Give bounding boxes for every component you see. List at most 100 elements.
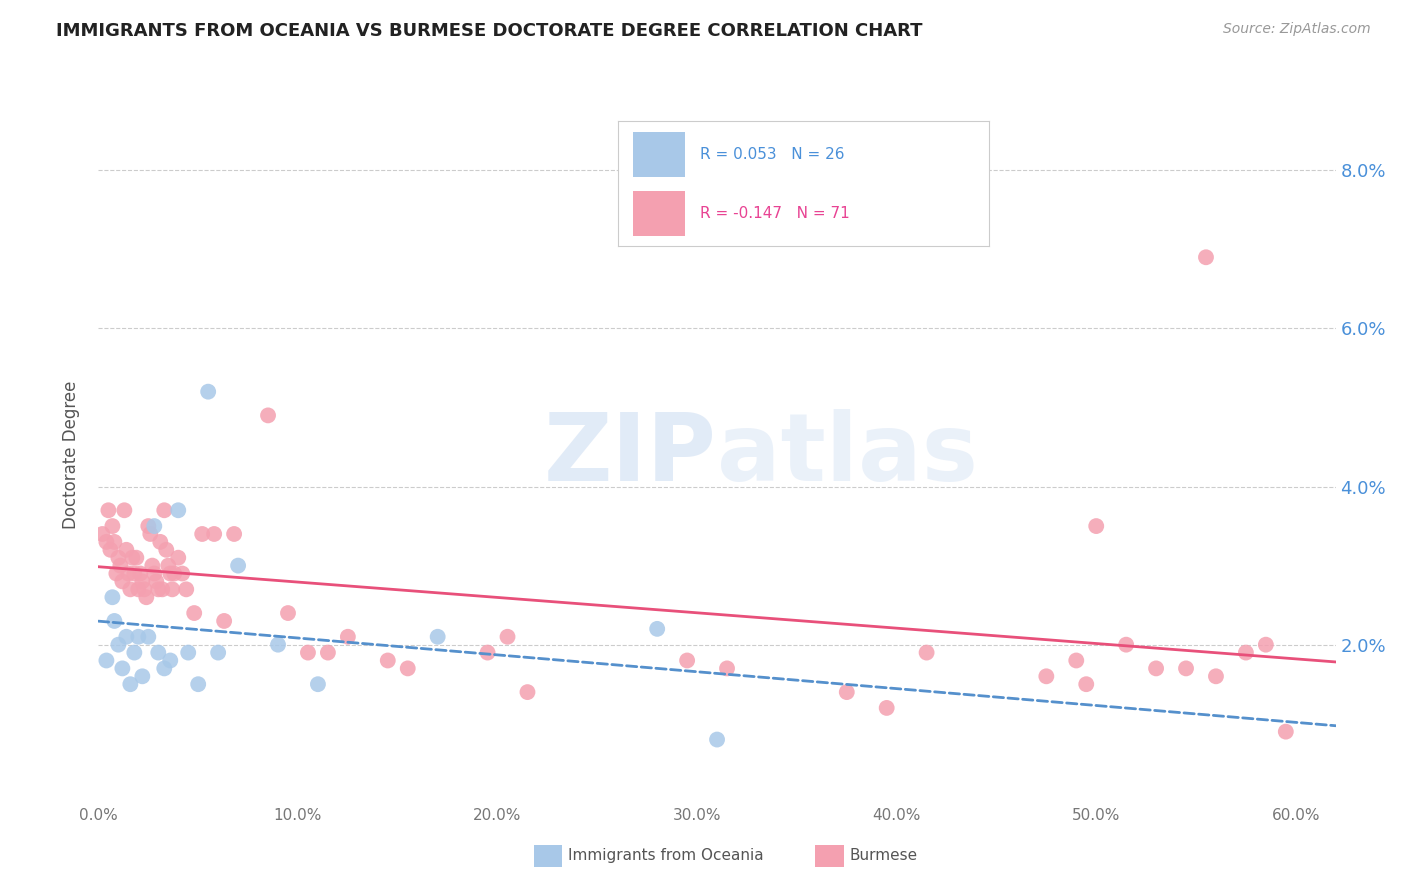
- Point: [307, 677, 329, 691]
- Text: atlas: atlas: [717, 409, 979, 501]
- Point: [212, 614, 235, 628]
- Point: [172, 566, 194, 581]
- Point: [139, 527, 162, 541]
- Point: [1205, 669, 1227, 683]
- Point: [107, 550, 129, 565]
- Point: [101, 519, 124, 533]
- Point: [141, 558, 163, 573]
- Point: [97, 503, 120, 517]
- Point: [191, 527, 214, 541]
- Point: [202, 527, 225, 541]
- Point: [120, 677, 142, 691]
- Point: [148, 582, 170, 597]
- Point: [277, 606, 299, 620]
- Point: [111, 661, 134, 675]
- Point: [297, 646, 319, 660]
- Point: [153, 503, 176, 517]
- Text: IMMIGRANTS FROM OCEANIA VS BURMESE DOCTORATE DEGREE CORRELATION CHART: IMMIGRANTS FROM OCEANIA VS BURMESE DOCTO…: [56, 22, 922, 40]
- Point: [111, 574, 134, 589]
- Point: [1275, 724, 1298, 739]
- Point: [127, 630, 149, 644]
- Text: Burmese: Burmese: [849, 847, 917, 863]
- Point: [183, 606, 205, 620]
- Point: [257, 409, 280, 423]
- Point: [143, 566, 166, 581]
- Point: [426, 630, 449, 644]
- Point: [336, 630, 359, 644]
- Point: [124, 566, 146, 581]
- Point: [396, 661, 419, 675]
- Point: [148, 646, 170, 660]
- Point: [103, 614, 125, 628]
- Point: [1085, 519, 1108, 533]
- Point: [159, 653, 181, 667]
- Point: [516, 685, 538, 699]
- Point: [197, 384, 219, 399]
- Point: [124, 646, 146, 660]
- Point: [876, 701, 898, 715]
- Point: [107, 638, 129, 652]
- Point: [706, 732, 728, 747]
- Point: [1035, 669, 1057, 683]
- Text: ZIP: ZIP: [544, 409, 717, 501]
- Point: [316, 646, 339, 660]
- Point: [91, 527, 114, 541]
- Point: [150, 582, 173, 597]
- Point: [224, 527, 246, 541]
- Point: [162, 582, 184, 597]
- Point: [1254, 638, 1277, 652]
- Point: [1064, 653, 1087, 667]
- Point: [716, 661, 738, 675]
- Point: [496, 630, 519, 644]
- Point: [1195, 250, 1218, 264]
- Point: [103, 534, 125, 549]
- Point: [96, 653, 118, 667]
- Point: [117, 566, 139, 581]
- Point: [101, 591, 124, 605]
- Point: [135, 591, 157, 605]
- Point: [159, 566, 181, 581]
- Point: [129, 566, 152, 581]
- Point: [1144, 661, 1167, 675]
- Point: [149, 534, 172, 549]
- Point: [187, 677, 209, 691]
- Point: [105, 566, 128, 581]
- Point: [477, 646, 499, 660]
- Point: [153, 661, 176, 675]
- Text: Source: ZipAtlas.com: Source: ZipAtlas.com: [1223, 22, 1371, 37]
- Point: [121, 550, 143, 565]
- Point: [127, 582, 149, 597]
- Point: [915, 646, 938, 660]
- Point: [110, 558, 132, 573]
- Y-axis label: Doctorate Degree: Doctorate Degree: [62, 381, 80, 529]
- Point: [835, 685, 858, 699]
- Point: [163, 566, 186, 581]
- Point: [125, 550, 148, 565]
- Point: [1076, 677, 1098, 691]
- Point: [207, 646, 229, 660]
- Point: [134, 582, 156, 597]
- Point: [136, 630, 159, 644]
- Point: [115, 630, 138, 644]
- Point: [226, 558, 249, 573]
- Point: [145, 574, 167, 589]
- Point: [167, 550, 190, 565]
- Point: [157, 558, 180, 573]
- Point: [136, 519, 159, 533]
- Point: [155, 542, 177, 557]
- Point: [177, 646, 200, 660]
- Point: [100, 542, 122, 557]
- Point: [174, 582, 197, 597]
- Point: [645, 622, 668, 636]
- Point: [1234, 646, 1257, 660]
- Point: [131, 574, 153, 589]
- Point: [120, 582, 142, 597]
- Point: [143, 519, 166, 533]
- Point: [96, 534, 118, 549]
- Point: [1115, 638, 1137, 652]
- Point: [267, 638, 290, 652]
- Point: [167, 503, 190, 517]
- Point: [131, 669, 153, 683]
- Point: [377, 653, 399, 667]
- Point: [112, 503, 135, 517]
